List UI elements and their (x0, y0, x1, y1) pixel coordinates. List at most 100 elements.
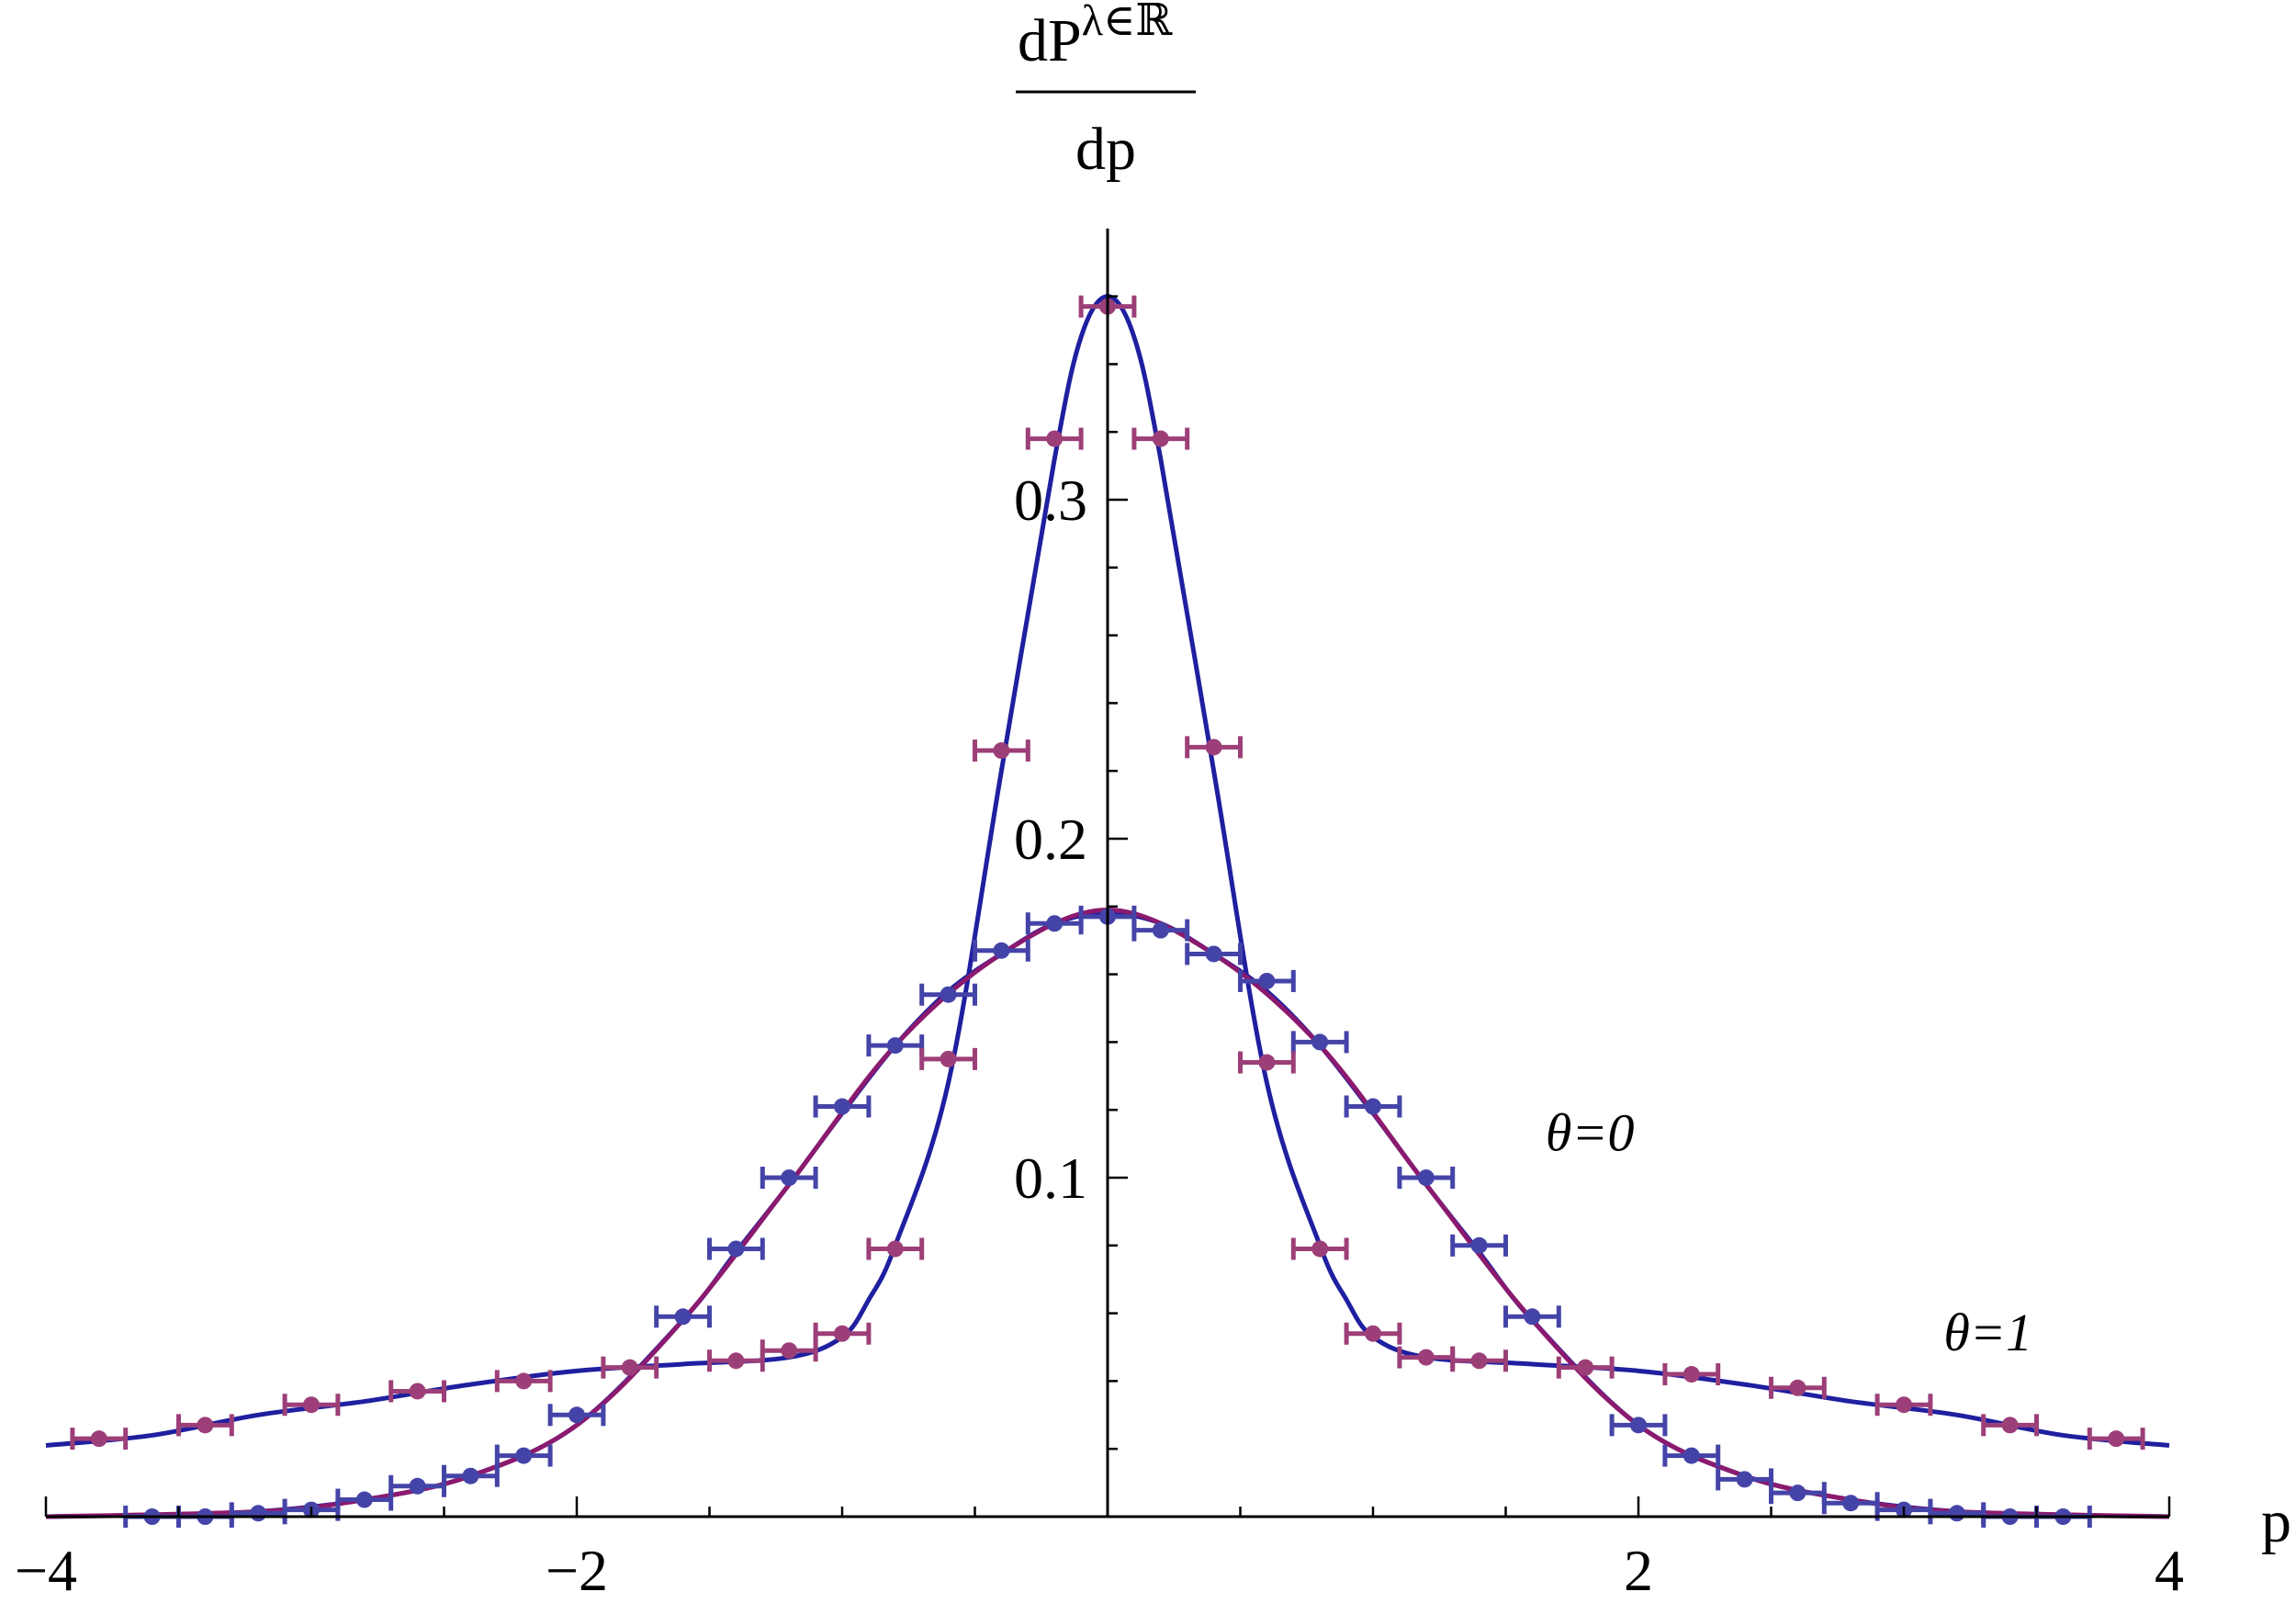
point-marker (1365, 1325, 1381, 1342)
data-point (866, 1034, 925, 1057)
point-marker (1789, 1484, 1806, 1502)
data-point (760, 1167, 818, 1189)
data-point (866, 1237, 925, 1260)
axes-layer (46, 228, 2169, 1518)
data-point (1131, 427, 1190, 450)
y-tick-label: 0.1 (1014, 1146, 1087, 1211)
data-point (1290, 1031, 1349, 1054)
point-marker (2108, 1430, 2125, 1448)
point-marker (1683, 1366, 1700, 1383)
data-point (1609, 1414, 1668, 1437)
data-point (919, 983, 977, 1006)
point-marker (1205, 945, 1222, 963)
y-tick-label: 0.3 (1014, 468, 1087, 533)
point-marker (1365, 1098, 1381, 1115)
point-marker (1577, 1359, 1594, 1376)
data-point (601, 1356, 659, 1379)
labels-layer: dPλ∈ℝ dp p (1016, 0, 2291, 1555)
point-marker (1417, 1169, 1435, 1186)
y-axis-label-denominator: dp (1075, 116, 1136, 183)
point-marker (940, 1050, 957, 1067)
point-marker (1630, 1417, 1647, 1434)
point-marker (834, 1325, 850, 1342)
data-point (1397, 1167, 1456, 1189)
data-point (973, 739, 1030, 762)
data-point (1238, 969, 1296, 992)
data-point (1290, 1237, 1349, 1260)
data-point (654, 1305, 712, 1328)
x-tick-label: −4 (15, 1538, 77, 1603)
point-marker (781, 1342, 798, 1360)
point-marker (1896, 1396, 1912, 1414)
point-marker (781, 1169, 798, 1186)
data-point (1981, 1414, 2039, 1437)
point-marker (1046, 430, 1064, 447)
y-axis-label-superscript: λ∈ℝ (1082, 0, 1173, 45)
data-point (1238, 1051, 1296, 1074)
ticks-layer: −4 −2 2 4 0.1 0.2 0.3 (15, 295, 2184, 1603)
point-marker (1046, 915, 1064, 932)
data-point (1344, 1322, 1402, 1345)
data-point (973, 939, 1030, 962)
data-point (1769, 1376, 1827, 1399)
data-point (1450, 1349, 1508, 1372)
data-point (547, 1404, 606, 1427)
data-point (1131, 919, 1190, 942)
data-point (1185, 943, 1243, 965)
point-marker (2001, 1417, 2019, 1434)
point-marker (940, 986, 957, 1003)
data-point (494, 1370, 553, 1393)
point-marker (886, 1240, 904, 1258)
point-marker (1205, 739, 1222, 756)
point-marker (886, 1037, 904, 1055)
data-point (813, 1322, 872, 1345)
data-point (2087, 1428, 2145, 1451)
data-point (494, 1444, 553, 1467)
point-marker (1789, 1379, 1806, 1396)
data-point (1874, 1394, 1933, 1417)
data-point (1556, 1356, 1615, 1379)
error-bars-layer (70, 295, 2145, 1528)
point-marker (409, 1383, 426, 1400)
point-marker (1524, 1308, 1541, 1326)
data-point (1397, 1346, 1456, 1369)
data-point (388, 1380, 446, 1403)
point-marker (197, 1417, 214, 1434)
y-tick-label: 0.2 (1014, 807, 1087, 872)
data-point (176, 1414, 234, 1437)
data-point (442, 1464, 500, 1487)
point-marker (1842, 1495, 1860, 1512)
point-marker (1311, 1240, 1329, 1258)
data-point (229, 1502, 287, 1525)
point-marker (250, 1505, 267, 1522)
data-point (1662, 1444, 1721, 1467)
point-marker (1152, 430, 1169, 447)
point-marker (1948, 1505, 1965, 1522)
annotation-label: θ=1 (1943, 1303, 2032, 1362)
point-marker (90, 1430, 107, 1448)
point-marker (1417, 1349, 1435, 1366)
data-point (1185, 736, 1243, 759)
point-marker (834, 1098, 850, 1115)
point-marker (993, 942, 1010, 959)
point-marker (515, 1447, 533, 1464)
point-marker (1470, 1236, 1488, 1254)
point-marker (621, 1359, 638, 1376)
data-point (1450, 1234, 1508, 1257)
point-marker (303, 1396, 320, 1414)
point-marker (568, 1406, 585, 1424)
point-marker (674, 1308, 692, 1326)
x-tick-label: 4 (2155, 1538, 2184, 1603)
data-point (335, 1488, 394, 1511)
point-marker (355, 1491, 373, 1508)
annotation-label: θ=0 (1546, 1102, 1635, 1162)
data-point (1662, 1363, 1721, 1386)
data-point (282, 1394, 341, 1417)
data-point (813, 1095, 872, 1118)
point-marker (1683, 1447, 1700, 1464)
data-point (1025, 427, 1084, 450)
x-tick-label: 2 (1624, 1538, 1653, 1603)
y-axis-label-numerator: dPλ∈ℝ (1018, 0, 1173, 74)
point-marker (993, 742, 1010, 760)
point-marker (1258, 1054, 1276, 1071)
